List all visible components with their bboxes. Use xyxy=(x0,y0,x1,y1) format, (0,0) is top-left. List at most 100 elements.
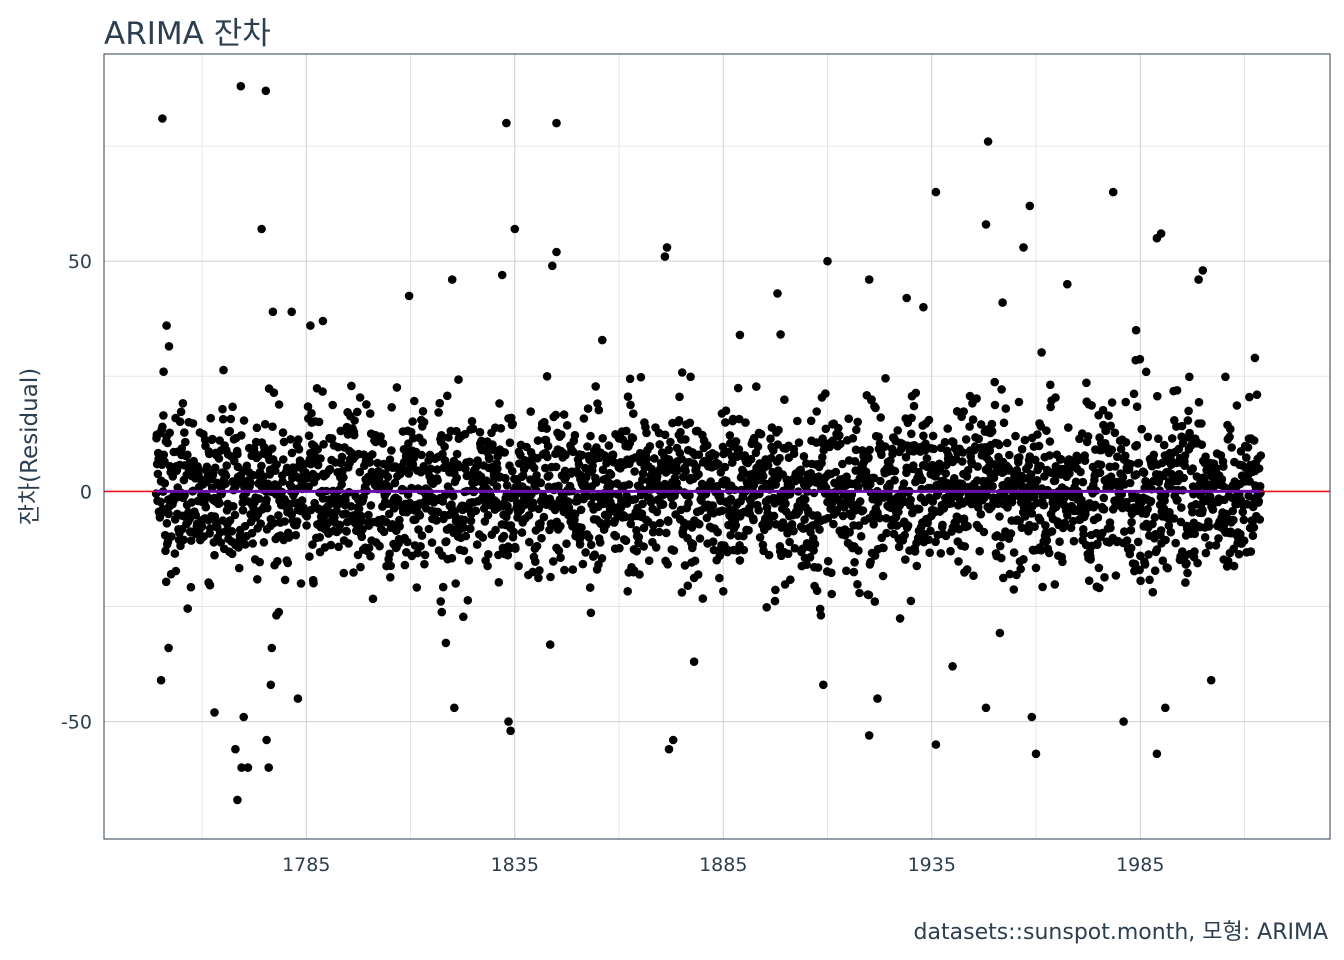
residual-point xyxy=(556,553,565,562)
residual-point xyxy=(229,502,238,511)
residual-point xyxy=(961,435,971,444)
residual-point xyxy=(827,568,836,578)
residual-point xyxy=(946,546,955,556)
residual-point xyxy=(464,556,474,565)
residual-point xyxy=(1132,470,1141,479)
residual-point xyxy=(769,446,778,455)
residual-point xyxy=(354,504,364,514)
residual-point xyxy=(816,611,826,620)
residual-point xyxy=(208,434,217,444)
residual-point xyxy=(864,731,874,740)
residual-point xyxy=(581,548,590,557)
residual-point xyxy=(1182,559,1191,568)
residual-point xyxy=(1099,493,1109,503)
residual-point xyxy=(194,465,204,475)
residual-point xyxy=(1193,558,1202,568)
residual-point xyxy=(864,453,873,462)
residual-point xyxy=(842,566,851,576)
residual-point xyxy=(958,448,968,457)
residual-point xyxy=(1118,472,1128,482)
residual-point xyxy=(668,735,678,745)
residual-point xyxy=(528,498,538,508)
residual-point xyxy=(233,449,242,459)
residual-point xyxy=(503,550,513,560)
residual-point xyxy=(247,528,257,538)
residual-point xyxy=(917,475,927,485)
residual-point xyxy=(1050,476,1060,486)
residual-point xyxy=(466,516,476,526)
residual-point xyxy=(877,450,886,460)
residual-point xyxy=(998,298,1007,307)
residual-point xyxy=(756,429,766,439)
residual-point xyxy=(586,540,596,550)
residual-point xyxy=(677,368,687,377)
residual-point xyxy=(717,506,727,515)
residual-point xyxy=(267,643,277,653)
residual-point xyxy=(968,415,978,424)
residual-point xyxy=(1064,423,1073,432)
residual-point xyxy=(1161,535,1170,545)
residual-point xyxy=(314,417,324,427)
residual-point xyxy=(342,527,351,536)
residual-point xyxy=(215,498,224,508)
residual-point xyxy=(655,440,664,449)
residual-point xyxy=(635,570,644,579)
residual-point xyxy=(420,550,430,560)
residual-point xyxy=(810,539,820,549)
residual-point xyxy=(690,556,700,566)
residual-point xyxy=(240,521,250,531)
residual-point xyxy=(941,469,950,478)
residual-point xyxy=(995,628,1005,638)
residual-point xyxy=(294,435,303,444)
residual-point xyxy=(849,567,859,577)
residual-point xyxy=(509,527,518,537)
residual-point xyxy=(936,549,946,558)
residual-point xyxy=(562,421,572,430)
x-tick-label: 1985 xyxy=(1116,854,1164,876)
residual-point xyxy=(1056,454,1066,464)
residual-point xyxy=(972,394,981,403)
residual-point xyxy=(755,533,765,542)
residual-point xyxy=(638,499,647,509)
residual-point xyxy=(624,480,634,489)
residual-point xyxy=(1019,555,1028,564)
residual-point xyxy=(1098,405,1108,415)
residual-point xyxy=(637,509,647,518)
residual-point xyxy=(531,557,540,566)
residual-point xyxy=(383,472,393,482)
residual-point xyxy=(1205,541,1214,550)
residual-point xyxy=(466,524,475,533)
residual-point xyxy=(1110,462,1120,471)
residual-point xyxy=(995,512,1004,521)
residual-point xyxy=(210,708,219,717)
residual-point xyxy=(201,502,211,512)
residual-point xyxy=(307,409,316,418)
residual-point xyxy=(988,481,997,491)
residual-point xyxy=(1069,536,1079,546)
residual-point xyxy=(688,539,698,549)
residual-point xyxy=(598,335,607,345)
residual-point xyxy=(1252,390,1262,400)
residual-point xyxy=(790,544,800,553)
residual-point xyxy=(963,521,972,531)
residual-point xyxy=(554,546,564,555)
residual-point xyxy=(542,424,551,433)
residual-point xyxy=(525,537,534,547)
residual-point xyxy=(976,509,986,519)
residual-point xyxy=(823,513,833,523)
residual-point xyxy=(1009,585,1019,594)
residual-point xyxy=(664,744,674,754)
residual-point xyxy=(159,450,169,460)
residual-point xyxy=(676,427,685,437)
residual-point xyxy=(725,431,735,440)
residual-point xyxy=(1129,389,1139,399)
residual-point xyxy=(852,425,861,435)
residual-point xyxy=(177,444,187,453)
residual-point xyxy=(315,533,325,542)
residual-point xyxy=(413,548,422,558)
residual-point xyxy=(206,413,215,423)
residual-point xyxy=(570,430,580,440)
residual-point xyxy=(379,527,389,537)
residual-point xyxy=(739,468,749,478)
residual-point xyxy=(836,439,845,449)
